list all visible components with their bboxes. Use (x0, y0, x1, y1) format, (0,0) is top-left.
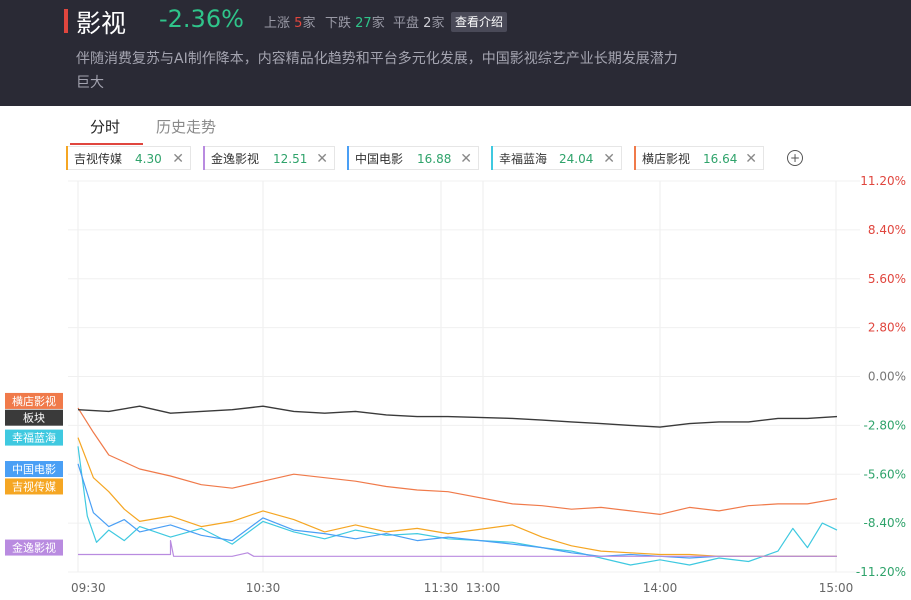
y-tick-label: 2.80% (868, 321, 906, 335)
chip-price: 16.64 (703, 152, 738, 166)
chip-name: 吉视传媒 (74, 152, 123, 166)
sector-description: 伴随消费复苏与AI制作降本，内容精品化趋势和平台多元化发展，中国影视综艺产业长期… (76, 51, 678, 91)
close-icon[interactable]: ✕ (460, 151, 472, 167)
chip-name: 中国电影 (355, 152, 404, 166)
y-tick-label: 5.60% (868, 272, 906, 286)
x-tick-label: 10:30 (246, 581, 281, 595)
chip-price: 4.30 (135, 152, 162, 166)
series-line (78, 539, 837, 557)
series-line (77, 407, 838, 516)
stock-chip-jishi[interactable]: 吉视传媒 4.30 ✕ (66, 146, 191, 170)
series-tag-label: 横店影视 (12, 394, 56, 408)
series-tag-label: 金逸影视 (12, 541, 56, 555)
flat-label: 平盘 (393, 16, 420, 31)
chip-color-bar (634, 146, 636, 170)
tab-intraday[interactable]: 分时 (90, 118, 121, 136)
series-tag (5, 461, 63, 478)
chip-color-bar (66, 146, 68, 170)
series-tag-label: 板块 (23, 411, 45, 425)
x-tick-label: 15:00 (819, 581, 854, 595)
chip-name: 金逸影视 (211, 152, 260, 166)
down-unit: 家 (371, 16, 385, 31)
series-line (77, 463, 837, 559)
chip-name: 幸福蓝海 (499, 152, 548, 166)
flat-count-stat: 平盘 2家 (393, 12, 444, 31)
down-count: 27 (355, 16, 372, 31)
close-icon[interactable]: ✕ (316, 151, 328, 167)
series-line (77, 446, 838, 566)
x-tick-label: 13:00 (466, 581, 501, 595)
series-tag-label: 吉视传媒 (12, 479, 56, 493)
header-bar: 影视 -2.36% 上涨 5家 下跌 27家 平盘 2家 查看介绍 伴随消费复苏… (0, 0, 911, 106)
down-count-stat: 下跌 27家 (325, 12, 385, 31)
chip-color-bar (347, 146, 349, 170)
y-tick-label: -5.60% (864, 467, 906, 481)
view-intro-button[interactable]: 查看介绍 (451, 12, 508, 32)
down-label: 下跌 (325, 16, 352, 31)
series-tag (5, 409, 63, 426)
chip-price: 24.04 (559, 152, 594, 166)
y-tick-label: 0.00% (868, 370, 906, 384)
tab-history[interactable]: 历史走势 (156, 118, 217, 136)
up-label: 上涨 (264, 16, 291, 31)
x-tick-label: 11:30 (424, 581, 459, 595)
y-tick-label: -2.80% (864, 418, 906, 432)
flat-unit: 家 (431, 16, 445, 31)
stock-chip-xingfu[interactable]: 幸福蓝海 24.04 ✕ (491, 146, 622, 170)
series-tag-label: 幸福蓝海 (12, 431, 56, 445)
series-tag (5, 539, 63, 556)
x-tick-label: 09:30 (71, 581, 106, 595)
flat-count: 2 (423, 16, 432, 31)
stock-chip-hengdian[interactable]: 横店影视 16.64 ✕ (634, 146, 764, 170)
chip-color-bar (203, 146, 205, 170)
chip-price: 12.51 (273, 152, 308, 166)
series-line (77, 405, 838, 428)
stock-chip-jinyi[interactable]: 金逸影视 12.51 ✕ (203, 146, 335, 170)
sector-title: 影视 (76, 9, 127, 38)
up-count: 5 (294, 16, 303, 31)
close-icon[interactable]: ✕ (603, 151, 615, 167)
sector-change: -2.36% (159, 5, 244, 33)
series-tag (5, 429, 63, 446)
y-tick-label: 11.20% (860, 174, 906, 188)
series-tag (5, 392, 63, 409)
active-tab-underline (70, 143, 143, 145)
close-icon[interactable]: ✕ (172, 151, 184, 167)
y-tick-label: -8.40% (864, 516, 906, 530)
accent-bar (64, 9, 68, 33)
y-tick-label: 8.40% (868, 223, 906, 237)
chip-color-bar (491, 146, 493, 170)
x-tick-label: 14:00 (643, 581, 678, 595)
y-tick-label: -11.20% (856, 565, 906, 579)
add-stock-icon[interactable]: + (787, 150, 803, 166)
up-count-stat: 上涨 5家 (264, 12, 315, 31)
up-unit: 家 (302, 16, 316, 31)
series-tag-label: 中国电影 (12, 463, 56, 476)
chip-price: 16.88 (417, 152, 452, 166)
close-icon[interactable]: ✕ (745, 151, 757, 167)
series-tag (5, 478, 63, 495)
chip-name: 横店影视 (642, 152, 691, 166)
stock-chip-china-film[interactable]: 中国电影 16.88 ✕ (347, 146, 479, 170)
